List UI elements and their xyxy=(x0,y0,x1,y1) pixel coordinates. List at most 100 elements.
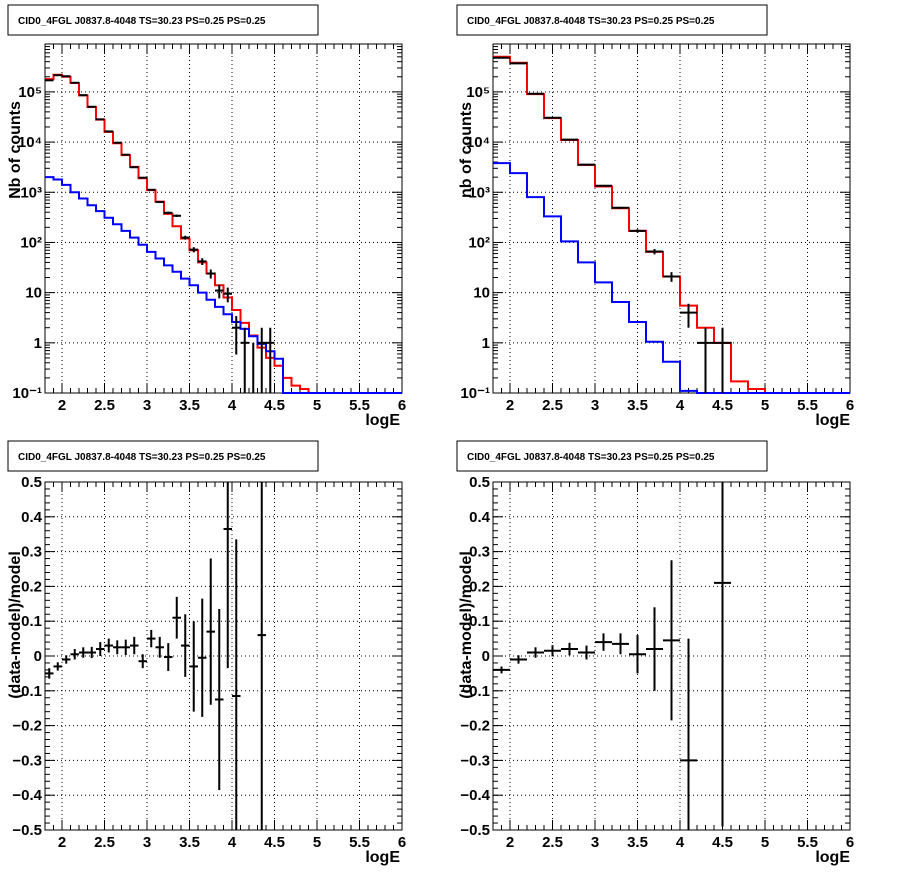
data-point xyxy=(223,287,232,303)
x-tick-label: 5 xyxy=(313,834,321,851)
data-point xyxy=(87,646,96,659)
y-tick-label: 10³ xyxy=(468,184,490,201)
chart-title: CID0_4FGL J0837.8-4048 TS=30.23 PS=0.25 … xyxy=(18,452,266,463)
y-tick-label: 0.4 xyxy=(469,509,491,526)
data-point xyxy=(121,153,130,156)
data-point xyxy=(612,633,629,655)
data-point xyxy=(104,638,113,653)
chart-title: CID0_4FGL J0837.8-4048 TS=30.23 PS=0.25 … xyxy=(467,16,715,27)
x-tick-label: 5.5 xyxy=(797,834,818,851)
data-point xyxy=(257,327,266,393)
x-tick-label: 2.5 xyxy=(94,834,115,851)
y-tick-label: 10³ xyxy=(20,184,42,201)
data-point xyxy=(544,645,561,657)
y-tick-label: −0.5 xyxy=(460,822,490,839)
y-tick-label: 0.5 xyxy=(21,474,42,491)
data-point xyxy=(232,316,241,355)
data-point xyxy=(697,327,714,393)
chart-title-box xyxy=(456,440,768,472)
y-tick-label: −0.5 xyxy=(12,822,42,839)
x-tick-label: 4 xyxy=(228,397,237,414)
data-point xyxy=(121,639,130,655)
x-tick-label: 3 xyxy=(591,397,599,414)
data-point xyxy=(79,647,88,658)
data-point xyxy=(189,621,198,712)
x-tick-label: 5.5 xyxy=(797,397,818,414)
data-point xyxy=(138,654,147,669)
data-point xyxy=(663,272,680,282)
x-tick-label: 6 xyxy=(846,834,854,851)
x-tick-label: 2.5 xyxy=(542,397,563,414)
y-tick-label: 10⁵ xyxy=(18,84,42,101)
x-tick-label: 3.5 xyxy=(179,834,200,851)
histogram-series-1 xyxy=(45,73,402,394)
y-tick-label: 0 xyxy=(34,648,42,665)
data-point xyxy=(510,655,527,664)
histogram-series-2 xyxy=(45,176,402,394)
data-point xyxy=(113,640,122,655)
chart-panel-4: 2 2.5 3 3.5 4 4.5 5 5.5 6 −0.5 −0.4 −0.3 −0.2 −0.1 0 0.… xyxy=(456,440,854,866)
data-point xyxy=(164,211,173,214)
y-tick-label: 0.2 xyxy=(21,578,42,595)
y-tick-label: −0.1 xyxy=(460,683,490,700)
y-tick-label: −0.4 xyxy=(460,787,490,804)
y-tick-label: 10² xyxy=(20,234,42,251)
data-point xyxy=(232,539,241,830)
x-tick-label: 3 xyxy=(143,397,151,414)
y-axis-label: (data-model)/model xyxy=(458,551,475,699)
x-tick-label: 4 xyxy=(228,834,237,851)
y-tick-label: 10⁴ xyxy=(18,134,42,151)
y-tick-label: 0.4 xyxy=(21,509,43,526)
x-tick-label: 6 xyxy=(398,397,406,414)
data-point xyxy=(172,596,181,639)
x-tick-label: 4 xyxy=(676,834,685,851)
x-tick-label: 3.5 xyxy=(627,834,648,851)
y-tick-label: −0.3 xyxy=(12,752,42,769)
data-point xyxy=(198,258,207,266)
x-tick-label: 4.5 xyxy=(264,834,285,851)
data-point xyxy=(561,642,578,656)
y-tick-label: −0.4 xyxy=(12,787,42,804)
data-point xyxy=(155,200,164,203)
data-point xyxy=(680,303,697,328)
histogram-series-2 xyxy=(493,162,850,394)
data-point xyxy=(45,668,54,679)
x-tick-label: 4.5 xyxy=(712,834,733,851)
x-tick-label: 4 xyxy=(676,397,685,414)
data-point xyxy=(595,633,612,651)
y-tick-label: −0.3 xyxy=(460,752,490,769)
x-tick-label: 5 xyxy=(313,397,321,414)
data-point xyxy=(181,614,190,677)
data-point xyxy=(53,662,62,671)
data-point xyxy=(70,649,79,660)
data-point xyxy=(189,247,198,253)
data-point xyxy=(215,609,224,790)
data-point xyxy=(527,647,544,658)
data-point xyxy=(646,248,663,255)
y-tick-label: 10² xyxy=(468,234,490,251)
plot-frame xyxy=(44,43,403,394)
data-point xyxy=(172,214,181,217)
y-tick-label: 0.5 xyxy=(469,474,490,491)
x-tick-label: 2 xyxy=(58,397,66,414)
y-axis-label: Nb of counts xyxy=(7,101,24,199)
y-tick-label: −0.1 xyxy=(12,683,42,700)
chart-panel-2: 2 2.5 3 3.5 4 4.5 5 5.5 6 10⁻¹ 1 10 10² 10³ 10⁴ 10⁵ CID0… xyxy=(456,4,854,429)
x-axis-label: logE xyxy=(365,849,400,866)
plot-frame xyxy=(44,481,403,831)
data-point xyxy=(206,558,215,705)
y-axis-label: nb of counts xyxy=(458,102,475,198)
y-tick-label: −0.2 xyxy=(460,718,490,735)
x-tick-label: 4.5 xyxy=(264,397,285,414)
data-point xyxy=(240,327,249,393)
chart-title: CID0_4FGL J0837.8-4048 TS=30.23 PS=0.25 … xyxy=(467,452,715,463)
y-tick-label: 10⁻¹ xyxy=(12,385,42,402)
x-tick-label: 5.5 xyxy=(349,397,370,414)
x-tick-label: 5 xyxy=(761,834,769,851)
chart-panel-1: 2 2.5 3 3.5 4 4.5 5 5.5 6 10⁻¹ 1 10 10² 10³ 10⁴ 10⁵ CID0… xyxy=(7,4,406,429)
y-tick-label: 10 xyxy=(25,285,42,302)
y-tick-label: 10⁴ xyxy=(466,134,490,151)
x-tick-label: 2 xyxy=(58,834,66,851)
data-point xyxy=(714,482,731,827)
data-point xyxy=(181,235,190,240)
